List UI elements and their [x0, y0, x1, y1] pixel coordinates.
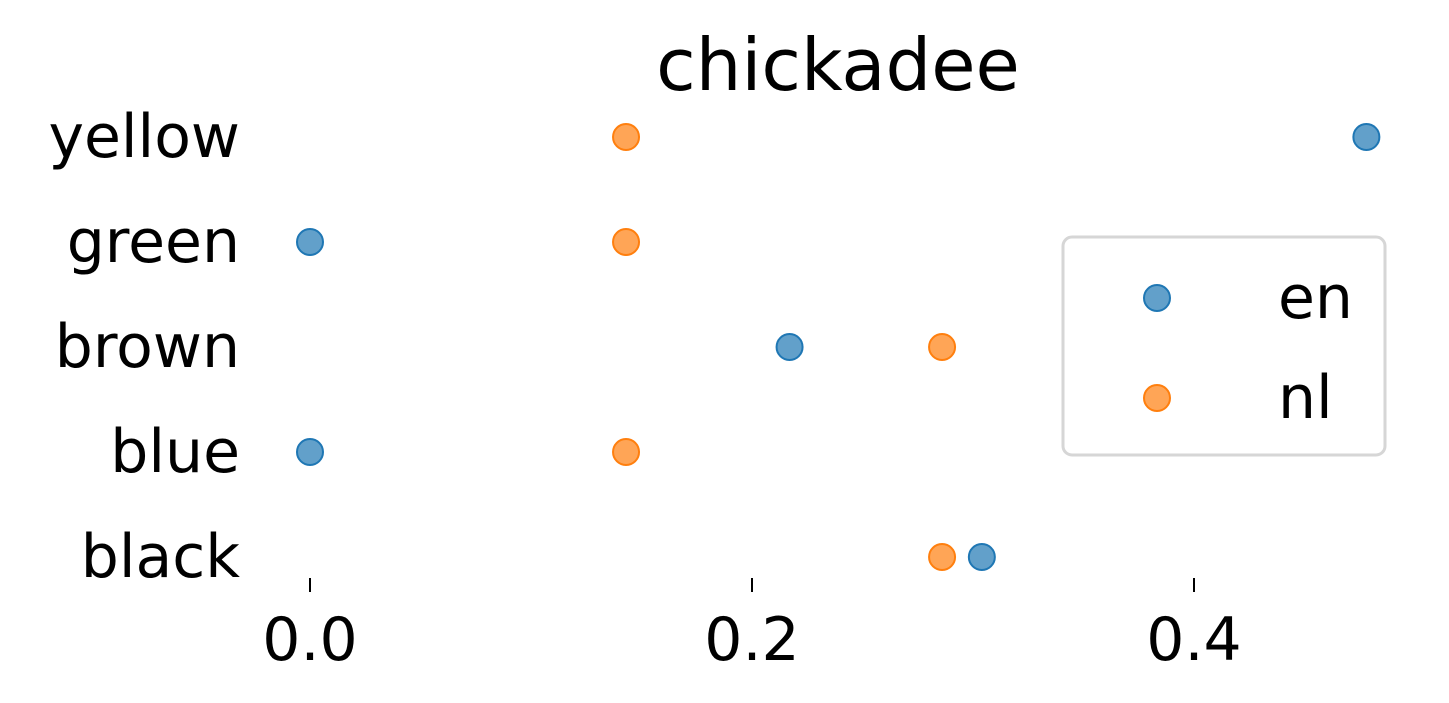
x-tick-label: 0.2	[704, 605, 799, 675]
point-en-yellow	[1352, 123, 1381, 151]
point-nl-brown	[928, 333, 957, 361]
chart-title: chickadee	[656, 23, 1020, 107]
legend-marker-nl	[1143, 384, 1171, 412]
y-axis-labels: yellow green brown blue black	[48, 102, 240, 592]
point-nl-green	[612, 228, 641, 256]
legend-marker-en	[1143, 284, 1171, 312]
point-en-black	[967, 543, 996, 571]
x-tick-label: 0.4	[1146, 605, 1241, 675]
x-axis: 0.0 0.2 0.4	[262, 578, 1242, 675]
x-tick-label: 0.0	[262, 605, 357, 675]
legend: en nl	[1061, 235, 1387, 457]
legend-label-en: en	[1278, 263, 1353, 333]
y-tick-label-brown: brown	[55, 312, 240, 382]
point-en-green	[296, 228, 324, 256]
point-en-blue	[296, 438, 324, 466]
y-tick-label-green: green	[67, 207, 240, 277]
point-nl-yellow	[612, 123, 641, 151]
point-en-brown	[775, 333, 804, 361]
legend-label-nl: nl	[1278, 363, 1333, 433]
point-nl-blue	[612, 438, 641, 466]
y-tick-label-black: black	[81, 522, 241, 592]
y-tick-label-blue: blue	[110, 417, 240, 487]
y-tick-label-yellow: yellow	[48, 102, 240, 172]
point-nl-black	[928, 543, 957, 571]
data-points	[296, 123, 1381, 571]
